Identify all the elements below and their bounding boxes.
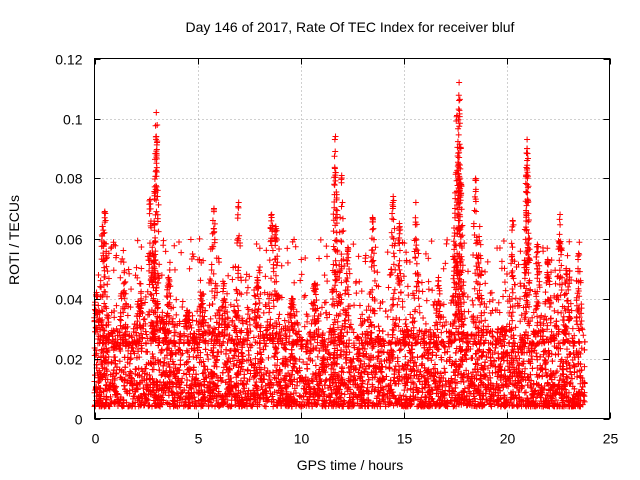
data-point xyxy=(314,353,321,360)
data-point xyxy=(296,392,303,399)
data-point xyxy=(121,382,128,389)
data-point xyxy=(138,345,145,352)
data-point xyxy=(356,302,363,309)
data-point xyxy=(265,354,272,361)
data-point xyxy=(574,368,581,375)
data-point xyxy=(443,358,450,365)
data-point xyxy=(341,391,348,398)
data-point xyxy=(364,384,371,391)
data-point xyxy=(113,369,120,376)
data-point xyxy=(580,332,587,339)
data-point xyxy=(397,346,404,353)
data-point xyxy=(569,325,576,332)
data-point xyxy=(116,316,123,323)
data-point xyxy=(239,350,246,357)
data-point xyxy=(460,378,467,385)
data-point xyxy=(387,377,394,384)
data-point xyxy=(521,389,528,396)
data-point xyxy=(519,383,526,390)
data-point xyxy=(555,351,562,358)
data-point xyxy=(494,402,501,409)
data-point xyxy=(568,371,575,378)
data-point xyxy=(338,364,345,371)
data-point xyxy=(351,302,358,309)
data-point xyxy=(244,367,251,374)
data-point xyxy=(365,362,372,369)
data-point xyxy=(552,351,559,358)
data-point xyxy=(386,364,393,371)
data-point xyxy=(452,349,459,356)
data-point xyxy=(218,378,225,385)
data-point xyxy=(581,338,588,345)
data-point xyxy=(144,348,151,355)
data-point xyxy=(351,372,358,379)
data-point xyxy=(149,350,156,357)
data-point xyxy=(312,362,319,369)
data-point xyxy=(176,346,183,353)
data-point xyxy=(184,349,191,356)
data-point xyxy=(441,369,448,376)
data-point xyxy=(375,352,382,359)
data-point xyxy=(177,361,184,368)
data-point xyxy=(132,366,139,373)
data-points xyxy=(91,79,588,410)
data-point xyxy=(441,343,448,350)
data-point xyxy=(441,365,448,372)
data-point xyxy=(323,376,330,383)
data-point xyxy=(240,381,247,388)
data-point xyxy=(539,373,546,380)
data-point xyxy=(562,386,569,393)
data-point xyxy=(250,334,257,341)
data-point xyxy=(564,374,571,381)
data-point xyxy=(397,392,404,399)
data-point xyxy=(369,345,376,351)
data-point xyxy=(265,373,272,380)
data-point xyxy=(163,367,170,374)
data-point xyxy=(402,353,409,360)
data-point xyxy=(204,351,211,358)
data-point xyxy=(492,344,499,351)
data-point xyxy=(150,366,157,373)
data-point xyxy=(382,308,389,315)
data-point xyxy=(401,387,408,394)
data-point xyxy=(103,396,110,403)
chart-title: Day 146 of 2017, Rate Of TEC Index for r… xyxy=(186,19,515,35)
data-point xyxy=(384,313,391,320)
data-point xyxy=(161,359,168,366)
data-point xyxy=(232,347,239,354)
data-point xyxy=(396,347,403,354)
data-point xyxy=(166,364,173,371)
data-point xyxy=(202,346,209,353)
data-point xyxy=(254,350,261,357)
data-point xyxy=(379,328,386,335)
data-point xyxy=(241,375,248,382)
data-point xyxy=(211,403,218,410)
